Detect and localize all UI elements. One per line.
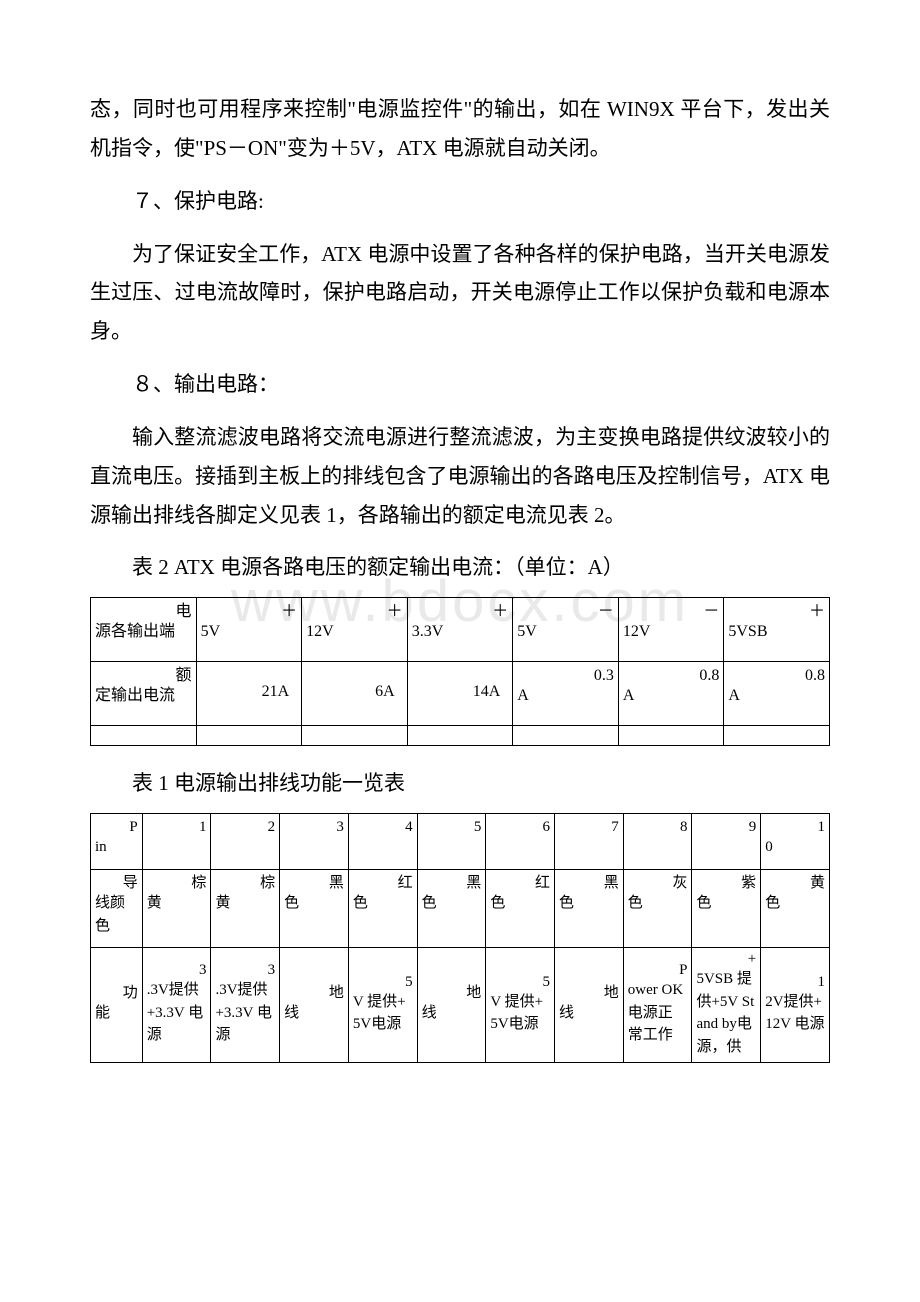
cell: 灰色 bbox=[623, 870, 692, 948]
cell: 8 bbox=[623, 814, 692, 870]
cell: 0.8A bbox=[724, 662, 830, 726]
rated-current-table: 电源各输出端 ＋5V ＋12V ＋3.3V －5V －12V ＋5VSB 额定输… bbox=[90, 597, 830, 746]
cell: 黄色 bbox=[761, 870, 830, 948]
cell: 棕黄 bbox=[211, 870, 280, 948]
cell-header: Pin bbox=[91, 814, 143, 870]
cell: ＋12V bbox=[302, 598, 408, 662]
cell: 0.3A bbox=[513, 662, 619, 726]
cell: －12V bbox=[618, 598, 724, 662]
cell: 12V提供+12V 电源 bbox=[761, 948, 830, 1063]
table2-caption: 表 2 ATX 电源各路电压的额定输出电流：（单位：A） bbox=[90, 548, 830, 587]
table-row bbox=[91, 726, 830, 746]
cell: Power OK 电源正常工作 bbox=[623, 948, 692, 1063]
cell: 10 bbox=[761, 814, 830, 870]
cell: +5VSB 提供+5V Stand by电源，供 bbox=[692, 948, 761, 1063]
heading-protection: ７、保护电路: bbox=[90, 182, 830, 221]
cell: 4 bbox=[348, 814, 417, 870]
cell: 红色 bbox=[348, 870, 417, 948]
cell: 2 bbox=[211, 814, 280, 870]
pin-function-table: Pin 1 2 3 4 5 6 7 8 9 10 导线颜色 棕黄 棕黄 黑色 红… bbox=[90, 813, 830, 1063]
heading-output: ８、输出电路： bbox=[90, 365, 830, 404]
cell: 棕黄 bbox=[142, 870, 211, 948]
cell: 红色 bbox=[486, 870, 555, 948]
cell: ＋5VSB bbox=[724, 598, 830, 662]
cell: 3.3V提供+3.3V 电源 bbox=[142, 948, 211, 1063]
cell: －5V bbox=[513, 598, 619, 662]
cell: 5V 提供+5V电源 bbox=[486, 948, 555, 1063]
cell bbox=[91, 726, 197, 746]
cell: 地线 bbox=[417, 948, 486, 1063]
cell: 紫色 bbox=[692, 870, 761, 948]
cell-header: 导线颜色 bbox=[91, 870, 143, 948]
cell: 5 bbox=[417, 814, 486, 870]
cell: 14A bbox=[407, 662, 513, 726]
table-row: Pin 1 2 3 4 5 6 7 8 9 10 bbox=[91, 814, 830, 870]
cell: 5V 提供+5V电源 bbox=[348, 948, 417, 1063]
table-row: 额定输出电流 21A 6A 14A 0.3A 0.8A 0.8A bbox=[91, 662, 830, 726]
paragraph-protection: 为了保证安全工作，ATX 电源中设置了各种各样的保护电路，当开关电源发生过压、过… bbox=[90, 235, 830, 352]
cell: 6A bbox=[302, 662, 408, 726]
cell: 7 bbox=[555, 814, 624, 870]
cell: 黑色 bbox=[280, 870, 349, 948]
cell: 3.3V提供+3.3V 电源 bbox=[211, 948, 280, 1063]
cell: 地线 bbox=[280, 948, 349, 1063]
cell bbox=[513, 726, 619, 746]
cell: 黑色 bbox=[555, 870, 624, 948]
cell bbox=[407, 726, 513, 746]
cell-header: 电源各输出端 bbox=[91, 598, 197, 662]
paragraph-output: 输入整流滤波电路将交流电源进行整流滤波，为主变换电路提供纹波较小的直流电压。接插… bbox=[90, 418, 830, 535]
cell: 6 bbox=[486, 814, 555, 870]
table-row: 导线颜色 棕黄 棕黄 黑色 红色 黑色 红色 黑色 灰色 紫色 黄色 bbox=[91, 870, 830, 948]
table-row: 功能 3.3V提供+3.3V 电源 3.3V提供+3.3V 电源 地线 5V 提… bbox=[91, 948, 830, 1063]
cell bbox=[196, 726, 302, 746]
cell: 3 bbox=[280, 814, 349, 870]
cell: 21A bbox=[196, 662, 302, 726]
cell: 黑色 bbox=[417, 870, 486, 948]
cell: 0.8A bbox=[618, 662, 724, 726]
cell bbox=[724, 726, 830, 746]
cell: 地线 bbox=[555, 948, 624, 1063]
cell bbox=[618, 726, 724, 746]
table-row: 电源各输出端 ＋5V ＋12V ＋3.3V －5V －12V ＋5VSB bbox=[91, 598, 830, 662]
cell: 1 bbox=[142, 814, 211, 870]
paragraph-continued: 态，同时也可用程序来控制"电源监控件"的输出，如在 WIN9X 平台下，发出关机… bbox=[90, 90, 830, 168]
cell: 9 bbox=[692, 814, 761, 870]
cell-header: 额定输出电流 bbox=[91, 662, 197, 726]
table1-caption: 表 1 电源输出排线功能一览表 bbox=[90, 764, 830, 803]
cell: ＋3.3V bbox=[407, 598, 513, 662]
cell-header: 功能 bbox=[91, 948, 143, 1063]
cell: ＋5V bbox=[196, 598, 302, 662]
cell bbox=[302, 726, 408, 746]
